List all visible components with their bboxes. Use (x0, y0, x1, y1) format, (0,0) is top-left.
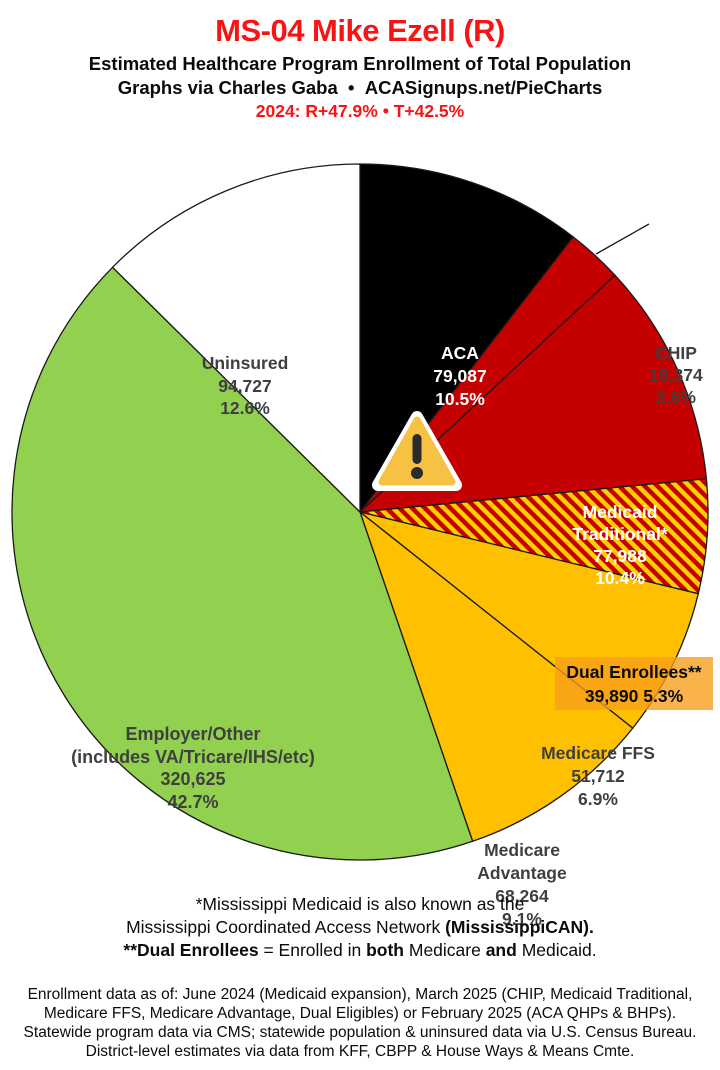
slice-label-line: Traditional* (572, 524, 668, 544)
chart-subtitle: Estimated Healthcare Program Enrollment … (88, 53, 632, 74)
slice-label-chip: CHIP 19,374 2.6% (634, 342, 718, 408)
pie-slice-medicaid-traditional (359, 274, 708, 513)
slice-label-line: 68,264 (495, 886, 549, 906)
footnote-text-bold: and (485, 940, 517, 960)
slice-label-line: 79,087 (433, 366, 487, 386)
slice-label-line: Uninsured (201, 353, 289, 373)
footnote-text-bold: **Dual Enrollees (123, 940, 259, 960)
pie-slice-uninsured (111, 163, 361, 513)
slice-label-medicare-ffs: Medicare FFS 51,712 6.9% (523, 742, 673, 811)
slice-label-employer-other: Employer/Other (includes VA/Tricare/IHS/… (48, 723, 338, 813)
slice-label-line: Medicare FFS (541, 743, 655, 763)
slice-label-line: Medicaid (582, 502, 658, 522)
slice-label-line: Advantage (477, 863, 567, 883)
slice-label-line: 12.6% (220, 398, 270, 418)
slice-label-line: Medicare (484, 840, 560, 860)
slice-label-line: 19,374 (649, 365, 703, 385)
source-note-line: Statewide program data via CMS; statewid… (23, 1024, 697, 1041)
slice-label-line: 51,712 (571, 766, 625, 786)
footnote-text: Mississippi Coordinated Access Network (126, 917, 446, 937)
slice-label-line: 10.4% (595, 568, 645, 588)
source-note-line: Medicare FFS, Medicare Advantage, Dual E… (43, 1005, 677, 1022)
footnote-text: *Mississippi Medicaid is also known as t… (195, 894, 525, 914)
slice-label-line: 94,727 (218, 375, 272, 396)
slice-label-dual-enrollees: Dual Enrollees** 39,890 5.3% (555, 657, 713, 710)
slice-label-line: 320,625 (160, 769, 226, 789)
slice-label-line: 39,890 5.3% (584, 685, 684, 706)
page-title: MS-04 Mike Ezell (R) (215, 13, 505, 48)
slice-label-line: 77,988 (593, 546, 647, 566)
slice-label-line: 6.9% (578, 789, 618, 809)
slice-label-medicare-advantage: Medicare Advantage 68,264 9.1% (457, 839, 587, 931)
slice-label-line: Dual Enrollees** (566, 661, 702, 682)
footnotes: *Mississippi Medicaid is also known as t… (0, 893, 720, 962)
chip-callout-line (595, 223, 650, 255)
footnote-text: Medicaid. (516, 940, 597, 960)
source-note: Enrollment data as of: June 2024 (Medica… (0, 985, 720, 1061)
footnote-text-bold: both (366, 940, 404, 960)
slice-label-line: CHIP (655, 343, 697, 363)
footnote-line-2: Mississippi Coordinated Access Network (… (0, 916, 720, 939)
pie-slice-medicare-advantage (359, 511, 634, 842)
slice-label-line: 2.6% (656, 387, 696, 407)
pie-slice-employer-other-includes-va-tricare-ihs-etc (11, 266, 474, 861)
slice-label-uninsured: Uninsured 94,727 12.6% (180, 352, 310, 420)
footnote-text-bold: (MississippiCAN). (445, 917, 594, 937)
slice-label-aca: ACA 79,087 10.5% (400, 342, 520, 411)
slice-label-line: ACA (441, 343, 479, 363)
slice-label-medicaid-traditional: Medicaid Traditional* 77,988 10.4% (545, 501, 695, 589)
footnote-line-1: *Mississippi Medicaid is also known as t… (0, 893, 720, 916)
slice-label-line: 10.5% (435, 389, 485, 409)
slice-label-line: Employer/Other (125, 724, 261, 744)
source-note-line: District-level estimates via data from K… (85, 1043, 635, 1060)
footnote-line-3: **Dual Enrollees = Enrolled in both Medi… (0, 939, 720, 962)
slice-label-line: 42.7% (167, 791, 219, 812)
pie-chart: ACA 79,087 10.5% CHIP 19,374 2.6% Medica… (0, 150, 720, 929)
credit-line: Graphs via Charles Gaba • ACASignups.net… (117, 77, 603, 98)
slice-label-line: (includes VA/Tricare/IHS/etc) (71, 746, 315, 767)
footnote-text: = Enrolled in (258, 940, 367, 960)
source-note-line: Enrollment data as of: June 2024 (Medica… (27, 986, 693, 1003)
partisan-lean-line: 2024: R+47.9% • T+42.5% (255, 101, 465, 121)
slice-label-line: 9.1% (502, 909, 542, 929)
warning-triangle-icon (372, 411, 462, 491)
footnote-text: Medicare (404, 940, 486, 960)
